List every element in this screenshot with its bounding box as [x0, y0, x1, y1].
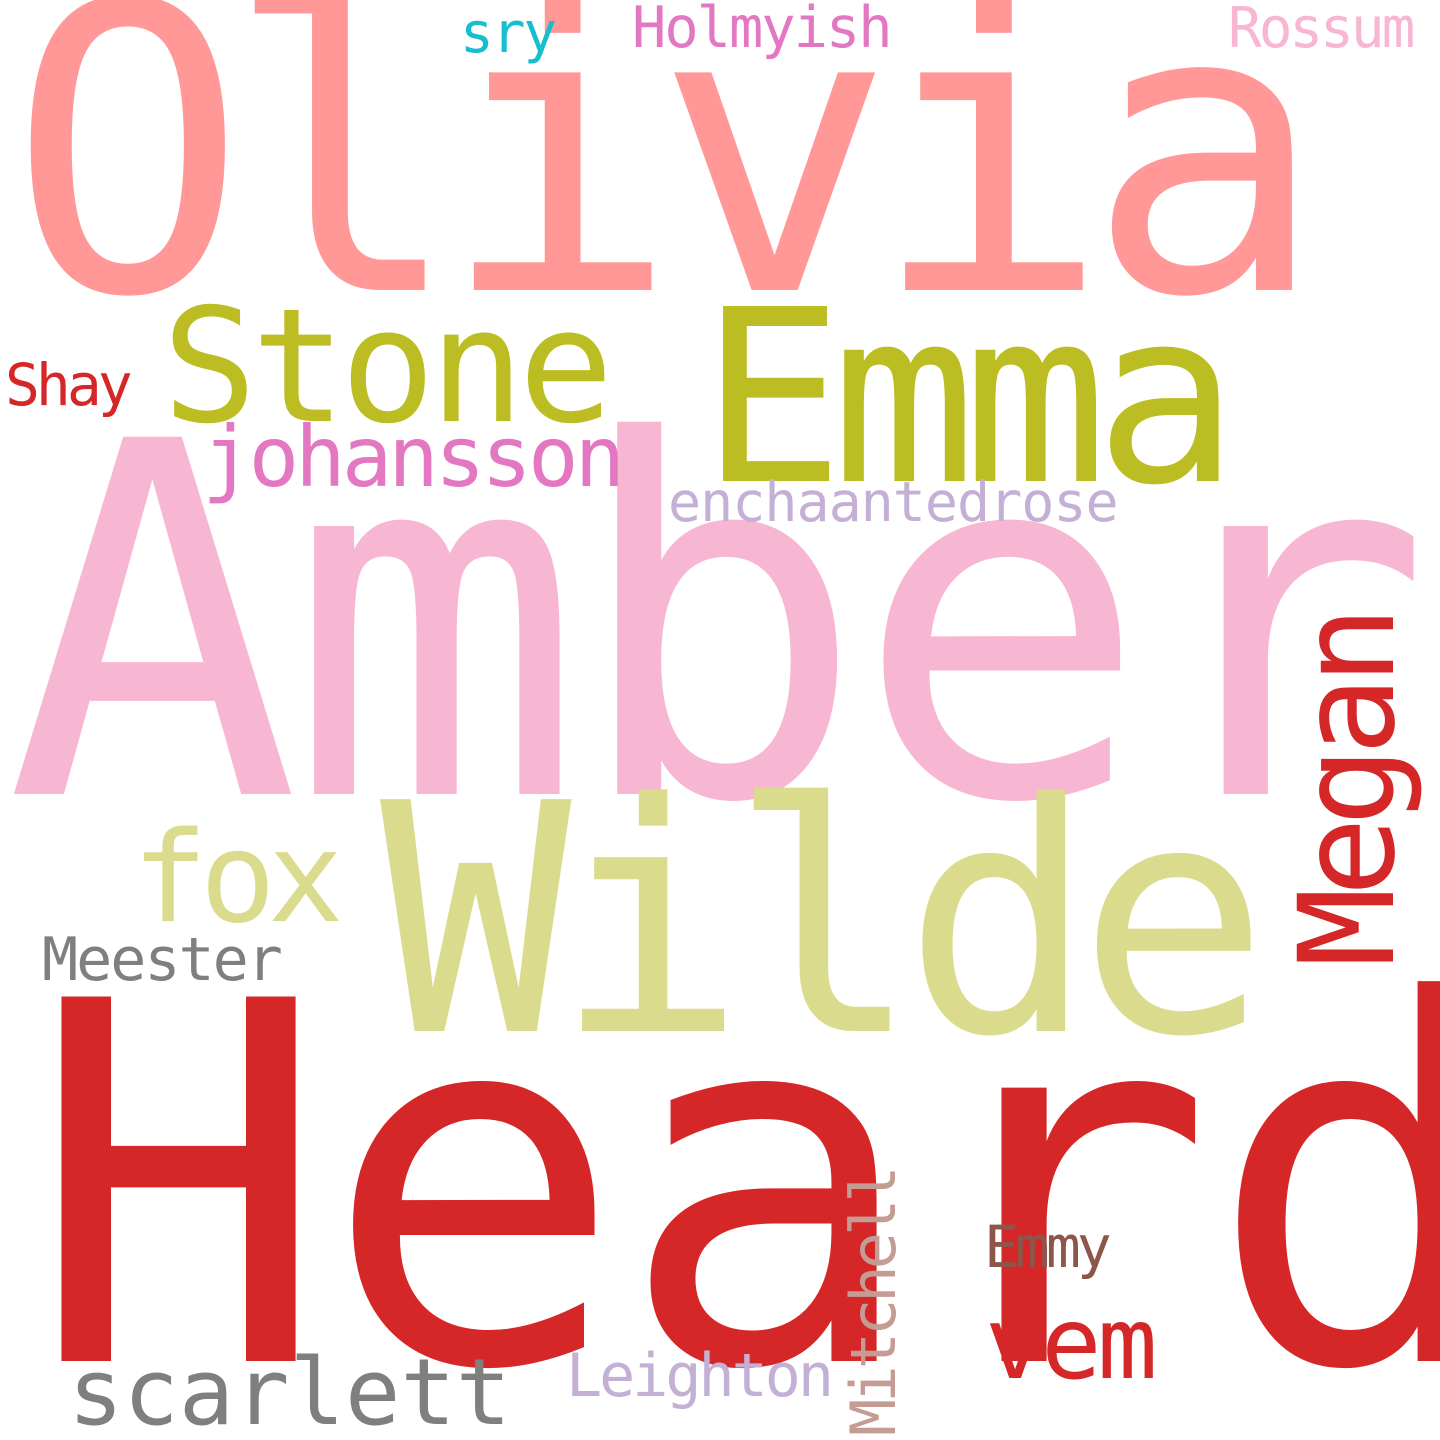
word-heard: Heard: [28, 897, 1440, 1440]
word-wilde: Wilde: [380, 736, 1269, 1106]
word-holmyish: Holmyish: [632, 0, 893, 61]
word-shay: Shay: [5, 351, 133, 419]
word-vem: vem: [985, 1285, 1158, 1402]
word-enchaantedrose: enchaantedrose: [668, 470, 1119, 534]
word-sry: sry: [460, 1, 557, 66]
word-olivia: Olivia: [8, 0, 1326, 384]
word-rossum: Rossum: [1228, 0, 1415, 61]
word-emma: Emma: [700, 258, 1239, 538]
word-stone: Stone: [162, 275, 614, 459]
word-amber: Amber: [5, 339, 1432, 910]
word-emmy: Emmy: [984, 1213, 1112, 1281]
word-scarlett: scarlett: [68, 1339, 512, 1440]
word-leighton: Leighton: [566, 1341, 834, 1411]
word-meester: Meester: [42, 925, 283, 995]
word-mitchell: Mitchell: [837, 1169, 910, 1436]
word-johansson: johansson: [202, 408, 625, 506]
word-fox: fox: [132, 804, 344, 951]
word-megan: Megan: [1271, 614, 1425, 967]
